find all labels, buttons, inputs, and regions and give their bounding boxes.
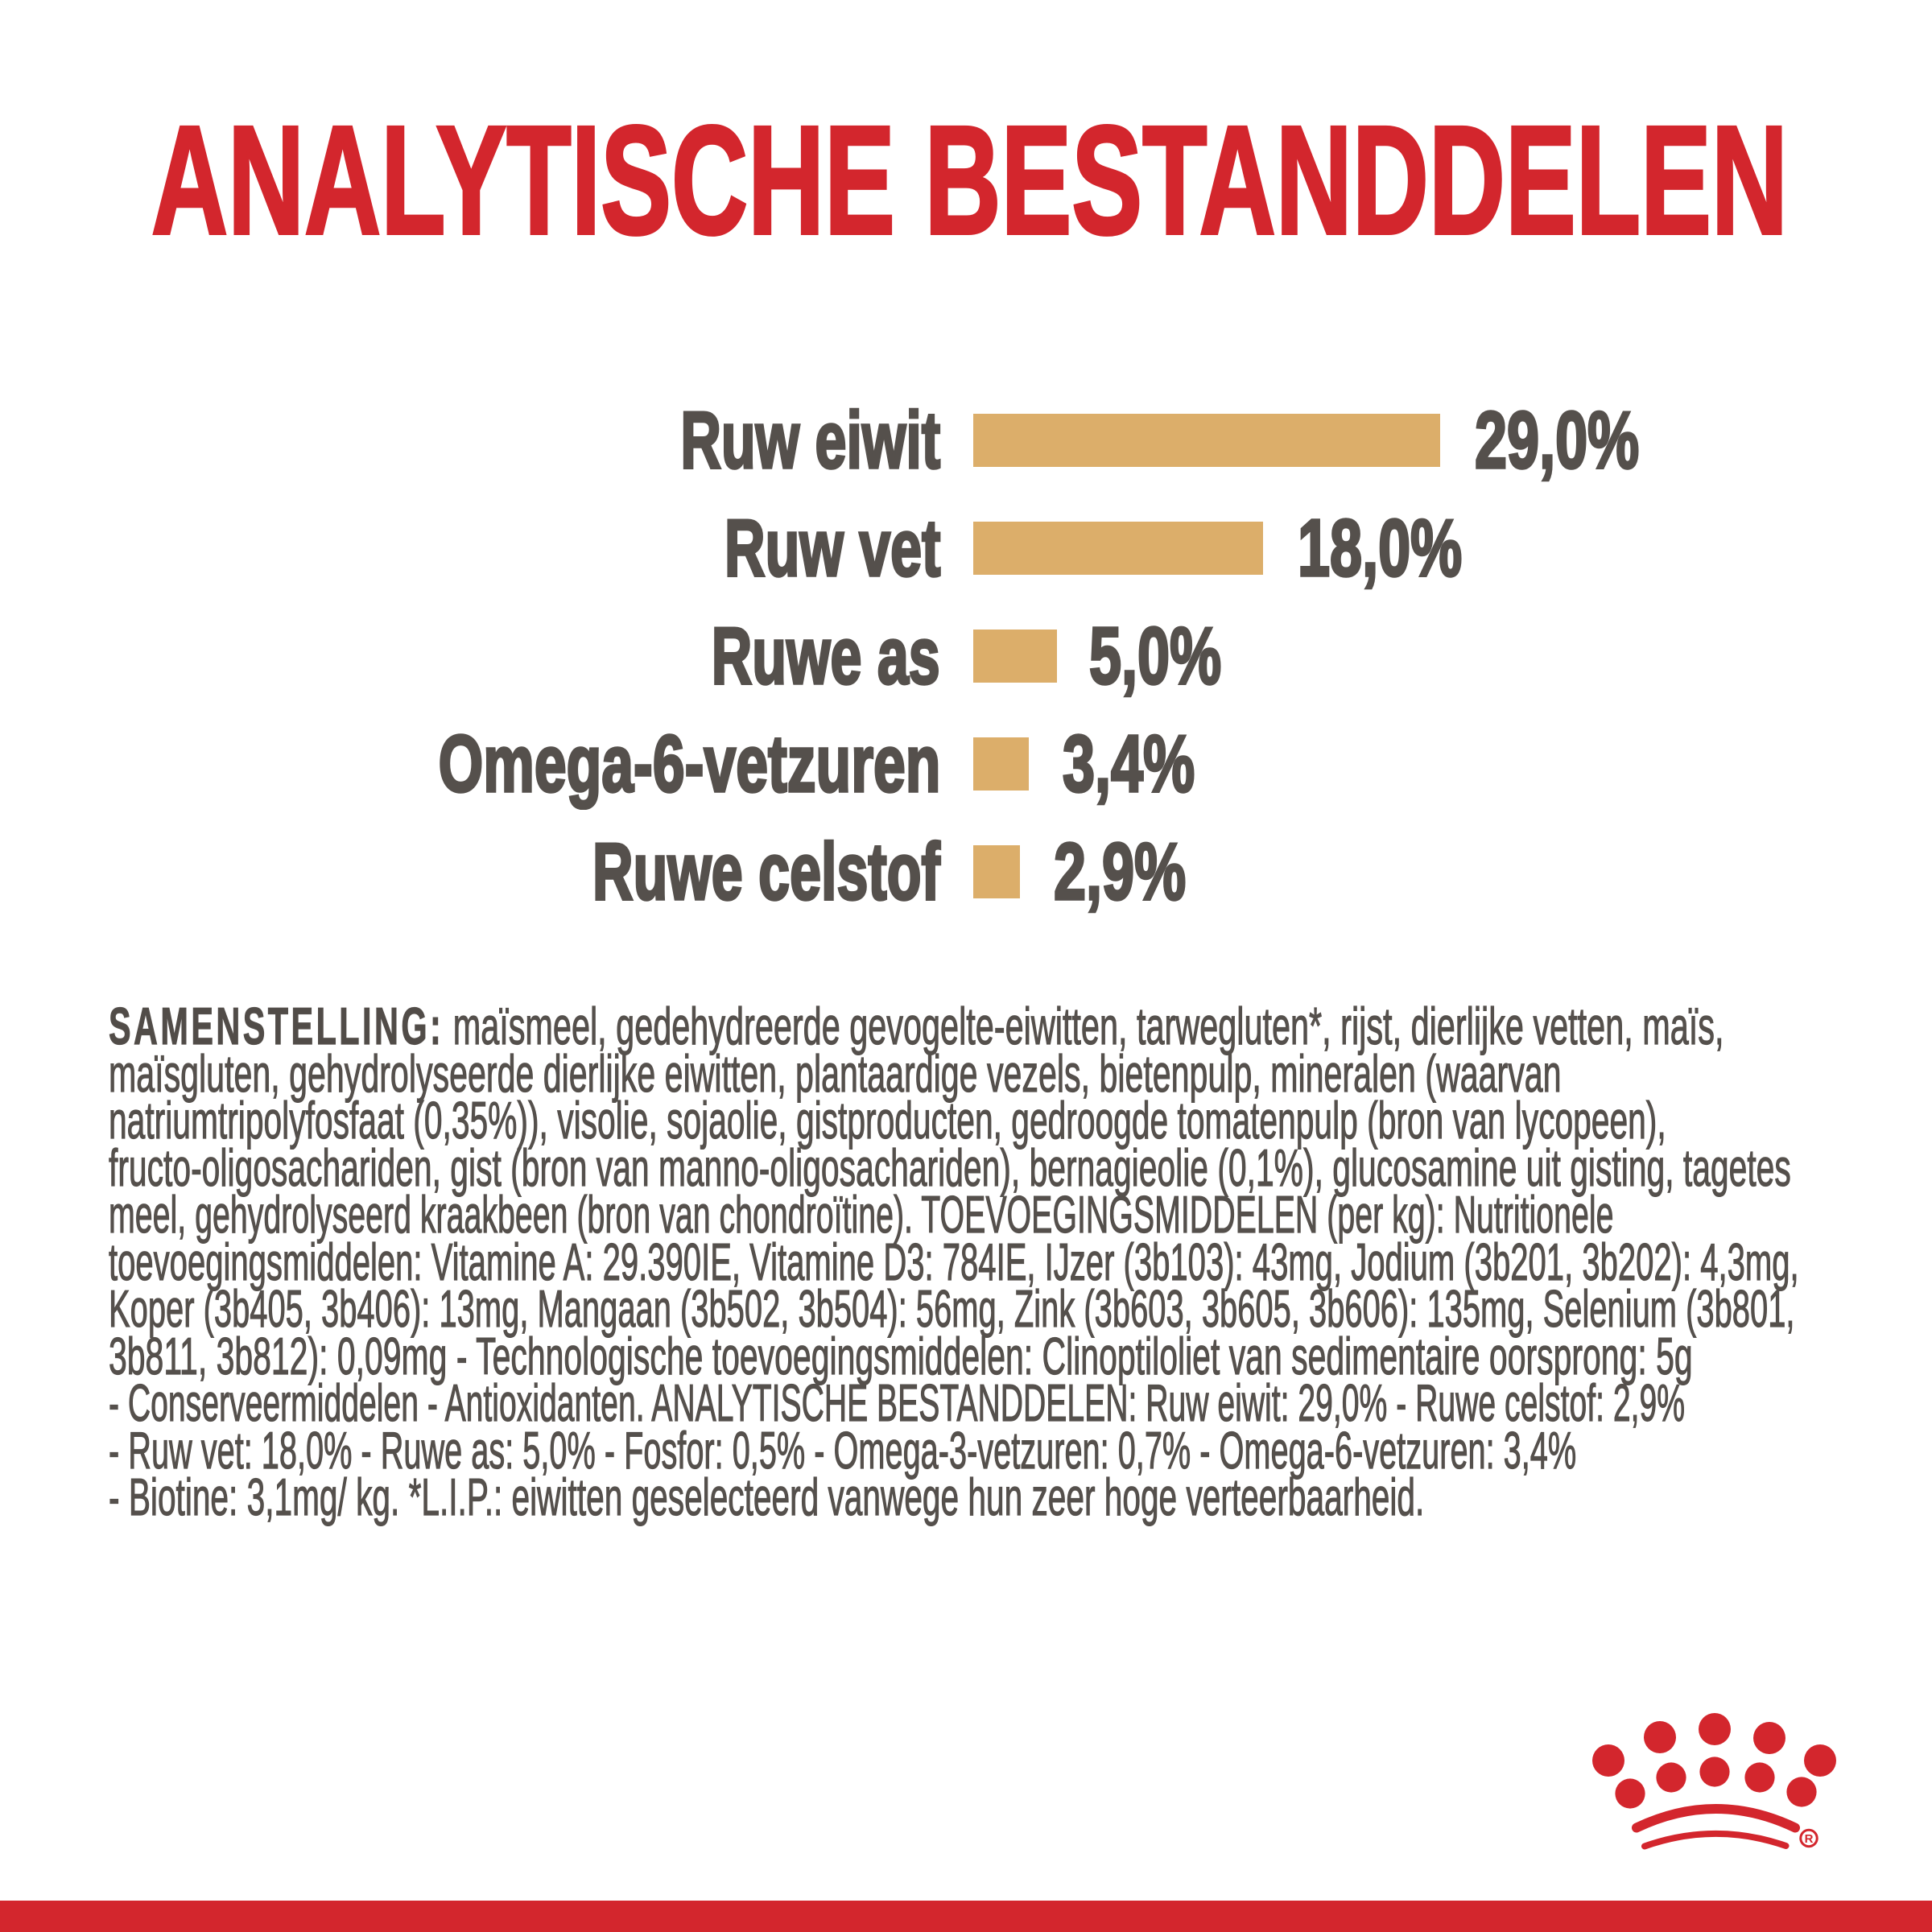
- svg-text:R: R: [1805, 1832, 1814, 1846]
